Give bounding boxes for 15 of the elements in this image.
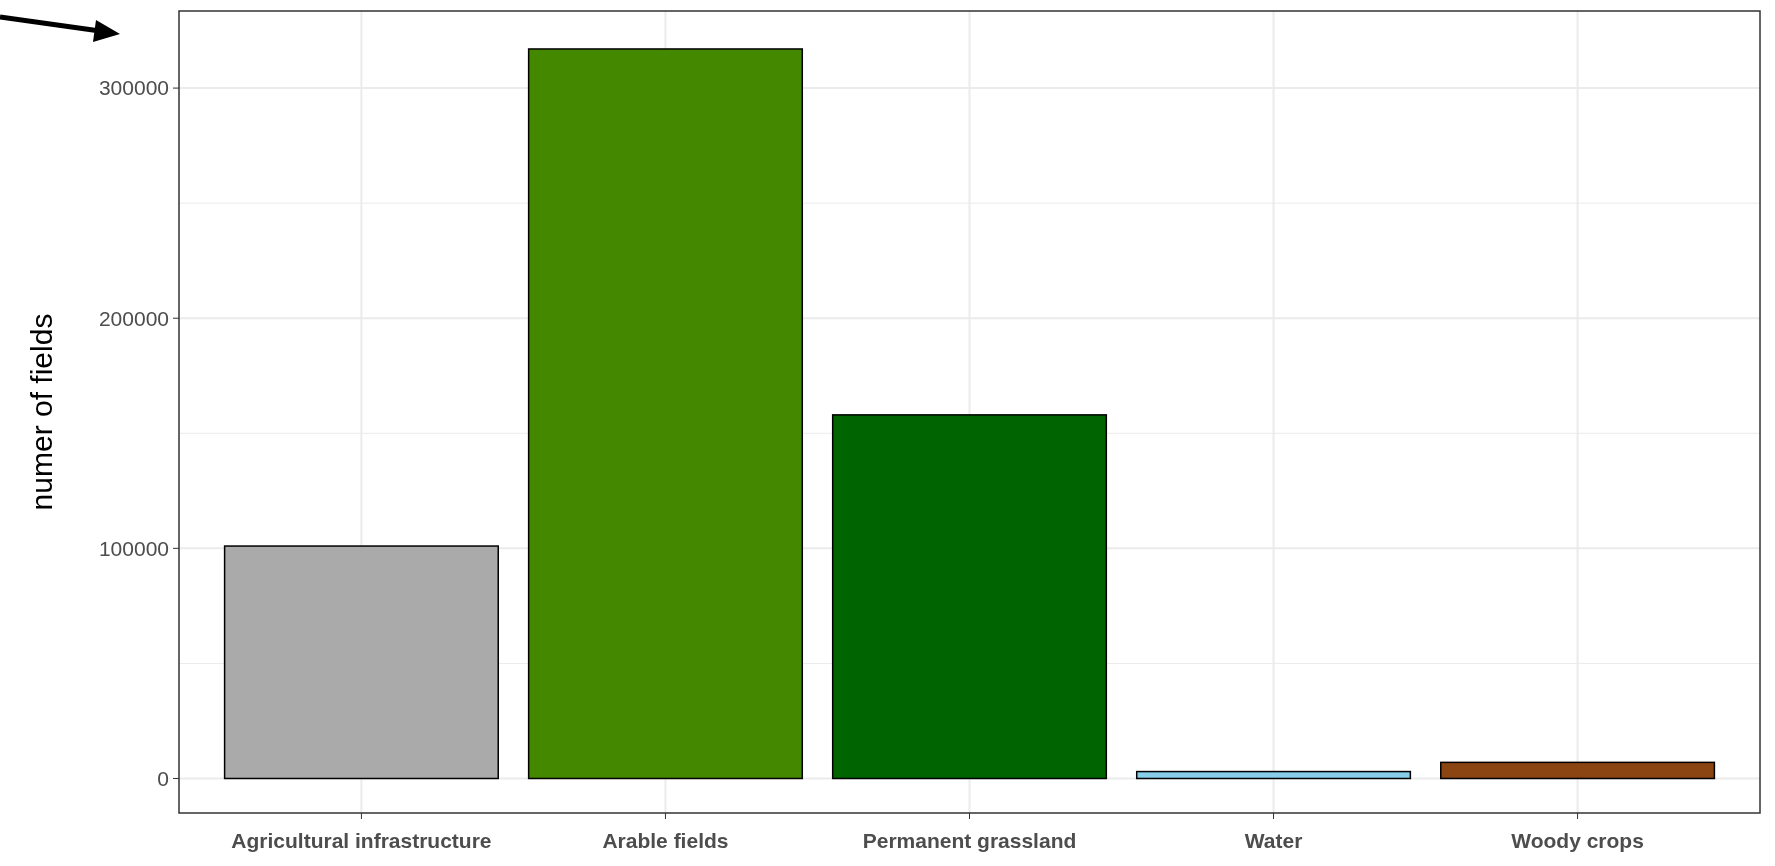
x-tick-label: Permanent grassland <box>862 829 1077 852</box>
y-tick-label: 300000 <box>98 76 169 100</box>
y-tick-label: 200000 <box>98 306 169 330</box>
bar <box>1135 770 1412 780</box>
x-tick-label: Arable fields <box>602 829 729 852</box>
bar <box>831 414 1108 780</box>
bar <box>1440 761 1716 780</box>
y-tick-label: 0 <box>157 766 169 790</box>
x-tick-label: Woody crops <box>1511 829 1644 852</box>
bar <box>527 48 804 780</box>
x-tick-label: Agricultural infrastructure <box>231 829 492 852</box>
bar <box>223 545 499 780</box>
y-tick-label: 100000 <box>98 536 169 560</box>
y-axis-title: numer of fields <box>25 313 58 511</box>
x-tick-label: Water <box>1244 829 1303 852</box>
